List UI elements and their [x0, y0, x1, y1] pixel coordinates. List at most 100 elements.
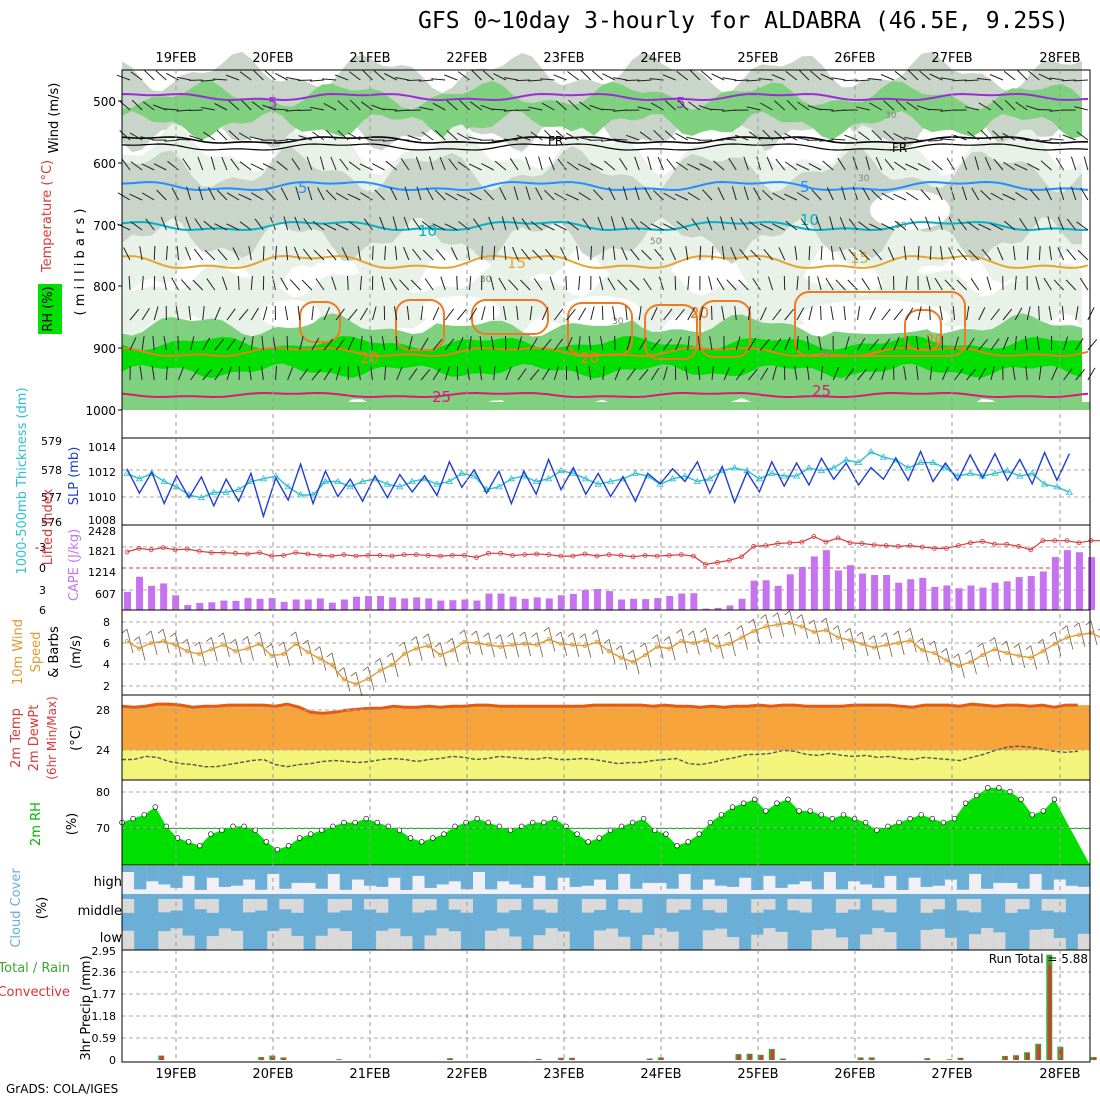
upper-wind-barb: [155, 70, 167, 81]
wind10-barb: [331, 652, 339, 678]
wind10-point: [185, 649, 190, 654]
date-label-top-26FEB: 26FEB: [834, 51, 875, 66]
wind10-point: [329, 662, 335, 668]
upper-wind-barb: [797, 101, 810, 111]
upper-wind-barb: [650, 338, 661, 351]
wind10-barb-flag: [435, 642, 441, 648]
li-point: [305, 551, 311, 557]
rh2m-point: [541, 819, 547, 826]
upper-wind-barb: [855, 79, 870, 82]
upper-wind-barb: [806, 336, 810, 351]
upper-wind-barb: [893, 308, 904, 321]
upper-wind-barb: [798, 69, 810, 81]
cloud-high-bar: [521, 866, 534, 888]
upper-wind-barb: [117, 192, 131, 201]
upper-wind-barb: [657, 156, 664, 171]
contour-freezing-2: [121, 143, 1089, 151]
upper-wind-barb: [214, 103, 228, 111]
upper-wind-barb: [176, 138, 191, 141]
cape-bar: [1088, 557, 1095, 610]
upper-wind-barb: [528, 106, 543, 111]
date-label-bottom-25FEB: 25FEB: [737, 1067, 778, 1082]
cloud-mid-gap: [835, 899, 849, 913]
rh-clear-patch-3: [800, 300, 950, 334]
cloud-high-bar: [400, 866, 413, 890]
cloud-mid-gap: [339, 899, 352, 911]
contour-label-13: 20: [925, 331, 944, 349]
cloud-high-bar: [618, 866, 631, 874]
cape-bar: [991, 582, 999, 610]
wind10-barb-flag: [169, 632, 176, 638]
upper-wind-barb: [567, 221, 579, 231]
rh-label-4: 50: [820, 349, 832, 359]
thickness-point: [966, 469, 974, 476]
wind10-point: [474, 640, 479, 646]
cape-bar: [593, 588, 601, 610]
upper-pressure-tick-1000: 1000: [85, 404, 116, 418]
rh2m-point: [296, 835, 303, 841]
upper-wind-barb: [826, 187, 834, 201]
li-point: [606, 552, 612, 558]
upper-wind-barb: [772, 308, 782, 321]
upper-wind-barb: [261, 336, 264, 351]
upper-wind-barb: [599, 276, 604, 291]
cloud-low-gap: [557, 931, 570, 950]
upper-wind-barb: [966, 337, 975, 351]
upper-wind-barb: [394, 246, 398, 261]
wind10-point: [377, 668, 383, 673]
upper-wind-barb: [335, 192, 349, 201]
upper-wind-barb: [553, 338, 564, 351]
upper-wind-barb: [880, 74, 895, 81]
cape-bar: [630, 598, 638, 610]
wind10-barb-flag: [471, 630, 477, 636]
cloud-mid-gap: [969, 899, 982, 913]
upper-wind-barb: [938, 216, 943, 231]
upper-wind-barb: [818, 336, 822, 351]
upper-wind-barb: [986, 276, 992, 291]
cloud-high-bar: [424, 866, 437, 888]
upper-wind-barb: [221, 156, 228, 171]
date-label-top-24FEB: 24FEB: [640, 51, 681, 66]
thickness-point: [706, 475, 714, 482]
wind10-barb: [644, 642, 652, 668]
upper-wind-barb: [1049, 246, 1052, 261]
cloud-high-bar: [896, 866, 909, 890]
cape-tick-1: 1821: [88, 545, 116, 558]
wind10-point: [1040, 649, 1045, 654]
upper-wind-barb: [128, 275, 131, 291]
upper-wind-barb: [978, 223, 992, 231]
upper-wind-barb: [434, 129, 446, 141]
upper-wind-barb: [262, 306, 268, 321]
cape-bar: [389, 597, 397, 610]
upper-wind-barb: [207, 187, 216, 201]
li-point: [184, 546, 190, 552]
upper-wind-barb: [174, 216, 179, 231]
upper-wind-barb: [394, 109, 409, 112]
upper-wind-barb: [580, 69, 592, 81]
upper-wind-barb: [711, 366, 714, 381]
wind10-barb: [801, 614, 809, 639]
rh2m-point: [840, 812, 847, 818]
cape-bar: [822, 550, 830, 610]
upper-wind-barb: [626, 336, 632, 351]
thickness-point: [681, 472, 689, 479]
li-point: [907, 543, 913, 548]
precip-conv-bar: [737, 1054, 741, 1060]
wind10-point: [426, 643, 431, 648]
upper-wind-barb: [421, 131, 434, 141]
cape-bar: [979, 587, 987, 610]
cloud-mid-gap: [666, 899, 679, 913]
rh2m-point: [663, 831, 669, 837]
slp-panel-frame: [121, 437, 1091, 526]
cloud-high-bar: [472, 866, 486, 873]
cloud-low-gap: [666, 931, 679, 950]
upper-wind-barb: [1025, 139, 1040, 141]
cloud-low-gap: [642, 934, 655, 950]
upper-wind-barb: [499, 187, 507, 201]
upper-wind-barb: [360, 101, 373, 111]
upper-wind-barb: [141, 307, 150, 321]
li-point: [570, 553, 576, 559]
rh-label-1: 50: [650, 237, 662, 247]
cape-bar: [521, 598, 529, 610]
cloud-low-gap: [932, 928, 945, 950]
